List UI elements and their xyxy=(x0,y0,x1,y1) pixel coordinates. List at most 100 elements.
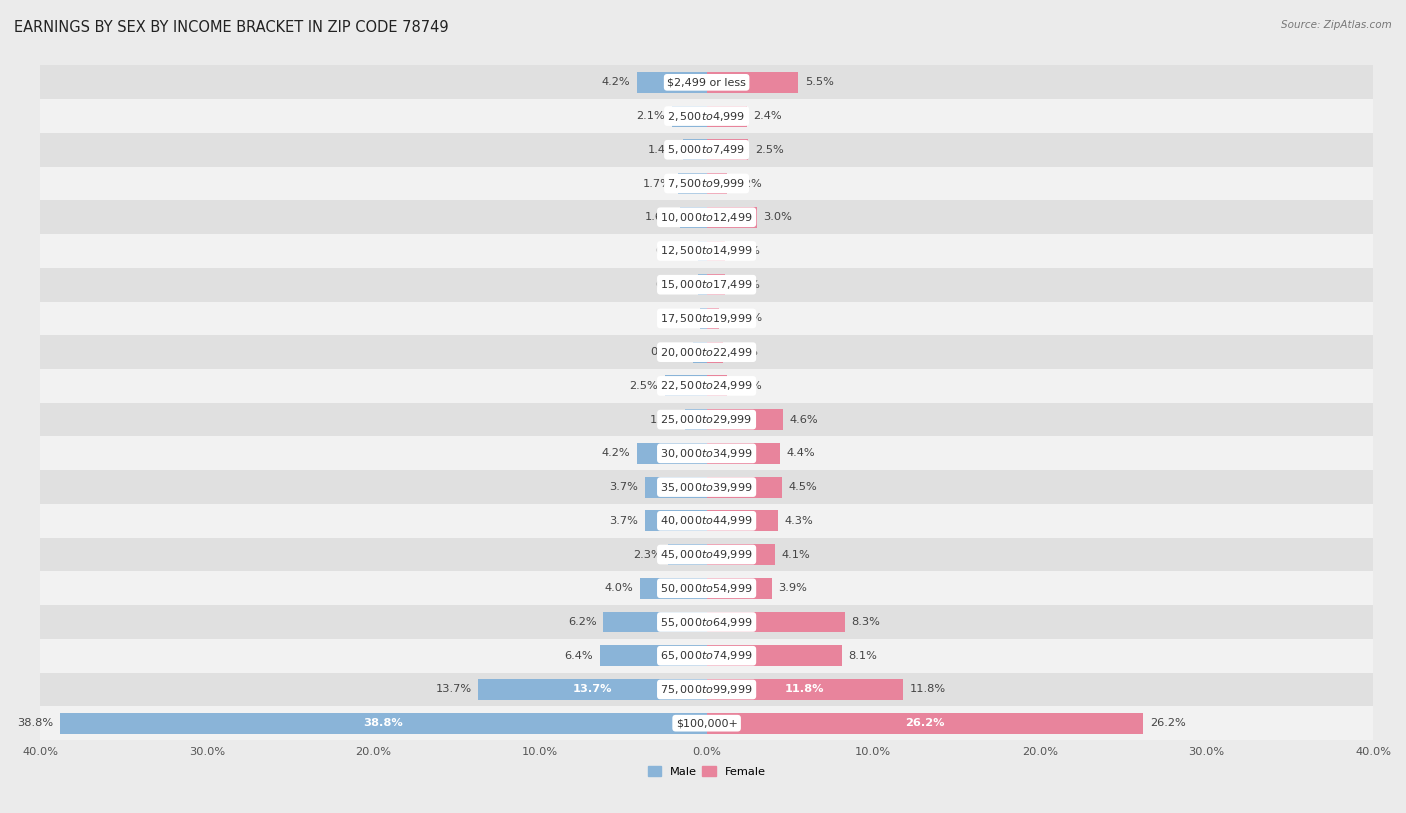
Text: $15,000 to $17,499: $15,000 to $17,499 xyxy=(661,278,752,291)
Text: 2.4%: 2.4% xyxy=(754,111,782,121)
Text: $10,000 to $12,499: $10,000 to $12,499 xyxy=(661,211,752,224)
Bar xyxy=(41,167,1374,200)
Bar xyxy=(603,611,707,633)
Text: $20,000 to $22,499: $20,000 to $22,499 xyxy=(661,346,752,359)
Bar xyxy=(41,66,1374,99)
Text: 4.2%: 4.2% xyxy=(602,77,630,87)
Text: 2.3%: 2.3% xyxy=(633,550,662,559)
Bar xyxy=(707,341,723,363)
Text: 1.1%: 1.1% xyxy=(731,280,761,289)
Text: 2.5%: 2.5% xyxy=(630,381,658,391)
Text: 3.0%: 3.0% xyxy=(763,212,792,222)
Text: 1.2%: 1.2% xyxy=(734,179,762,189)
Bar xyxy=(685,409,707,430)
Bar xyxy=(707,578,772,598)
Bar xyxy=(681,207,707,228)
Text: 26.2%: 26.2% xyxy=(905,718,945,728)
Bar xyxy=(640,578,707,598)
Bar xyxy=(707,173,727,194)
Bar xyxy=(697,241,707,262)
Text: 0.79%: 0.79% xyxy=(651,347,686,357)
Text: 6.4%: 6.4% xyxy=(565,650,593,661)
Legend: Male, Female: Male, Female xyxy=(648,766,766,776)
Text: 11.8%: 11.8% xyxy=(910,685,946,694)
Bar xyxy=(41,504,1374,537)
Text: 13.7%: 13.7% xyxy=(572,685,612,694)
Bar xyxy=(41,470,1374,504)
Bar xyxy=(707,409,783,430)
Bar xyxy=(41,369,1374,402)
Text: 3.7%: 3.7% xyxy=(609,482,638,492)
Text: $5,000 to $7,499: $5,000 to $7,499 xyxy=(668,143,745,156)
Text: Source: ZipAtlas.com: Source: ZipAtlas.com xyxy=(1281,20,1392,30)
Bar xyxy=(41,133,1374,167)
Text: 13.7%: 13.7% xyxy=(436,685,472,694)
Bar xyxy=(478,679,707,700)
Bar xyxy=(41,267,1374,302)
Bar xyxy=(41,605,1374,639)
Bar xyxy=(41,437,1374,470)
Bar xyxy=(41,200,1374,234)
Text: 3.9%: 3.9% xyxy=(779,583,807,593)
Text: $17,500 to $19,999: $17,500 to $19,999 xyxy=(661,312,752,325)
Text: 38.8%: 38.8% xyxy=(17,718,53,728)
Bar xyxy=(697,274,707,295)
Text: $75,000 to $99,999: $75,000 to $99,999 xyxy=(661,683,752,696)
Text: 38.8%: 38.8% xyxy=(364,718,404,728)
Bar xyxy=(41,537,1374,572)
Bar xyxy=(707,241,725,262)
Text: 11.8%: 11.8% xyxy=(785,685,825,694)
Bar xyxy=(707,106,747,127)
Text: 8.1%: 8.1% xyxy=(848,650,877,661)
Bar xyxy=(600,646,707,666)
Text: $2,500 to $4,999: $2,500 to $4,999 xyxy=(668,110,745,123)
Bar xyxy=(707,139,748,160)
Text: 4.2%: 4.2% xyxy=(602,448,630,459)
Text: $100,000+: $100,000+ xyxy=(676,718,738,728)
Text: 1.6%: 1.6% xyxy=(644,212,673,222)
Text: $45,000 to $49,999: $45,000 to $49,999 xyxy=(661,548,752,561)
Bar xyxy=(672,106,707,127)
Text: 6.2%: 6.2% xyxy=(568,617,596,627)
Bar xyxy=(41,706,1374,740)
Text: 1.3%: 1.3% xyxy=(650,415,678,424)
Text: 26.2%: 26.2% xyxy=(1150,718,1185,728)
Text: 4.6%: 4.6% xyxy=(790,415,818,424)
Text: 4.1%: 4.1% xyxy=(782,550,810,559)
Bar xyxy=(707,511,779,531)
Bar xyxy=(707,274,725,295)
Bar xyxy=(700,308,707,329)
Bar xyxy=(693,341,707,363)
Text: 0.75%: 0.75% xyxy=(725,314,762,324)
Text: 4.5%: 4.5% xyxy=(789,482,817,492)
Text: $35,000 to $39,999: $35,000 to $39,999 xyxy=(661,480,752,493)
Text: 0.52%: 0.52% xyxy=(655,280,692,289)
Text: $2,499 or less: $2,499 or less xyxy=(668,77,747,87)
Bar xyxy=(707,72,799,93)
Bar xyxy=(683,139,707,160)
Text: 0.41%: 0.41% xyxy=(657,314,693,324)
Text: $22,500 to $24,999: $22,500 to $24,999 xyxy=(661,380,752,393)
Bar xyxy=(41,402,1374,437)
Bar xyxy=(707,646,842,666)
Text: $40,000 to $44,999: $40,000 to $44,999 xyxy=(661,515,752,528)
Bar xyxy=(41,99,1374,133)
Text: $12,500 to $14,999: $12,500 to $14,999 xyxy=(661,245,752,258)
Text: $65,000 to $74,999: $65,000 to $74,999 xyxy=(661,650,752,663)
Text: $7,500 to $9,999: $7,500 to $9,999 xyxy=(668,177,745,190)
Text: 4.0%: 4.0% xyxy=(605,583,633,593)
Text: 1.0%: 1.0% xyxy=(730,347,759,357)
Bar xyxy=(707,308,718,329)
Bar xyxy=(707,207,756,228)
Bar xyxy=(668,544,707,565)
Bar xyxy=(707,611,845,633)
Bar xyxy=(60,713,707,733)
Bar xyxy=(41,335,1374,369)
Bar xyxy=(41,302,1374,335)
Text: 1.4%: 1.4% xyxy=(648,145,676,154)
Bar xyxy=(707,476,782,498)
Text: EARNINGS BY SEX BY INCOME BRACKET IN ZIP CODE 78749: EARNINGS BY SEX BY INCOME BRACKET IN ZIP… xyxy=(14,20,449,35)
Text: $30,000 to $34,999: $30,000 to $34,999 xyxy=(661,447,752,460)
Text: 8.3%: 8.3% xyxy=(852,617,880,627)
Text: $55,000 to $64,999: $55,000 to $64,999 xyxy=(661,615,752,628)
